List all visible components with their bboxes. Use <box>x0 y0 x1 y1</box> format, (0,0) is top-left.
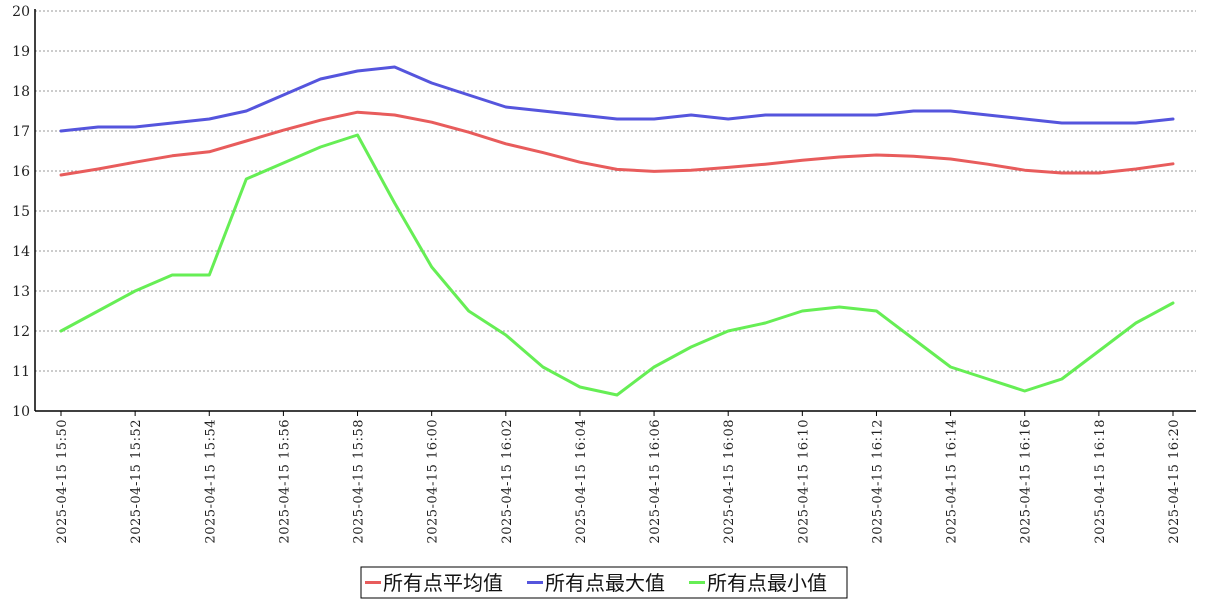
x-tick-label: 2025-04-15 16:06 <box>648 419 663 544</box>
grid-lines <box>35 10 1196 372</box>
y-tick-label: 20 <box>12 4 30 20</box>
axes <box>34 9 1196 416</box>
y-tick-label: 13 <box>12 284 30 300</box>
x-tick-label: 2025-04-15 15:58 <box>352 419 367 544</box>
y-tick-label: 15 <box>12 204 30 220</box>
legend-label: 所有点最大值 <box>545 571 665 595</box>
x-tick-label: 2025-04-15 16:20 <box>1167 419 1182 544</box>
x-tick-label: 2025-04-15 15:50 <box>55 419 70 544</box>
x-tick-label: 2025-04-15 16:14 <box>945 419 960 544</box>
y-tick-label: 17 <box>12 124 30 140</box>
x-tick-label: 2025-04-15 16:00 <box>426 419 441 544</box>
x-tick-label: 2025-04-15 15:52 <box>129 419 144 544</box>
legend: 所有点平均值 所有点最大值 所有点最小值 <box>360 566 848 599</box>
x-tick-label: 2025-04-15 15:54 <box>203 419 218 544</box>
y-tick-label: 12 <box>12 324 30 340</box>
x-tick-label: 2025-04-15 16:08 <box>722 419 737 544</box>
legend-label: 所有点平均值 <box>383 571 503 595</box>
series-line-3 <box>59 133 1175 397</box>
y-tick-label: 10 <box>12 404 30 420</box>
x-tick-labels: 2025-04-15 15:50 2025-04-15 15:52 2025-04-… <box>55 419 1182 544</box>
legend-label: 所有点最小值 <box>707 571 827 595</box>
legend-box <box>360 566 848 599</box>
y-tick-label: 14 <box>12 244 30 260</box>
y-tick-label: 19 <box>12 44 30 60</box>
series-line-2 <box>59 65 1175 133</box>
x-tick-label: 2025-04-15 16:02 <box>500 419 515 544</box>
y-tick-label: 16 <box>12 164 30 180</box>
x-tick-label: 2025-04-15 16:10 <box>796 419 811 544</box>
x-tick-label: 2025-04-15 16:04 <box>574 419 589 544</box>
y-tick-label: 11 <box>12 364 30 380</box>
series-lines <box>59 65 1175 397</box>
y-tick-labels: 10 11 12 13 14 15 16 17 18 19 20 <box>12 4 30 420</box>
x-tick-label: 2025-04-15 15:56 <box>277 419 292 544</box>
x-tick-label: 2025-04-15 16:18 <box>1093 419 1108 544</box>
series-line-1 <box>59 110 1175 177</box>
y-tick-label: 18 <box>12 84 30 100</box>
x-tick-label: 2025-04-15 16:16 <box>1019 419 1034 544</box>
x-tick-label: 2025-04-15 16:12 <box>870 419 885 544</box>
